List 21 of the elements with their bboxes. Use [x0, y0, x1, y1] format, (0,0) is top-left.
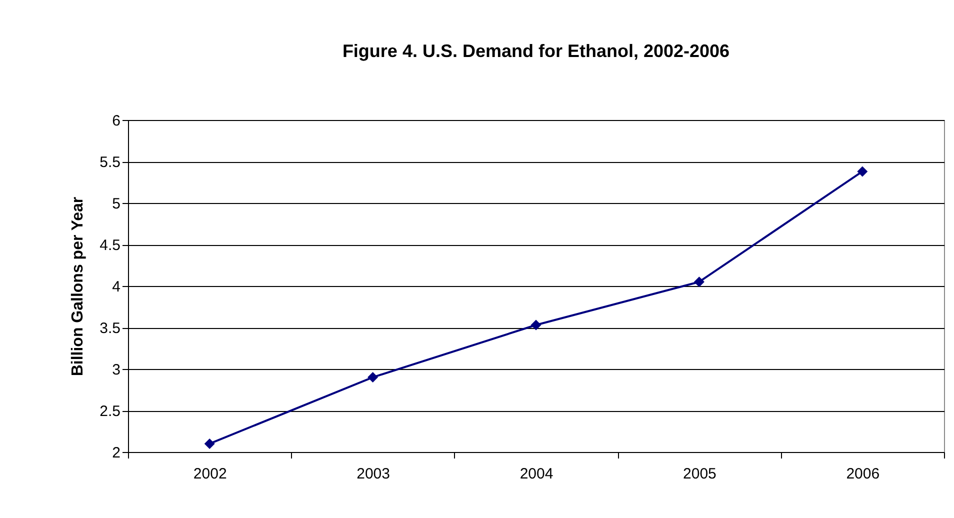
y-tick-label: 5	[112, 196, 120, 212]
x-tick-label: 2004	[520, 466, 554, 482]
y-tick-label: 3	[112, 362, 120, 378]
point	[204, 438, 215, 449]
y-tick-label: 5.5	[100, 154, 120, 171]
y-axis-title: Billion Gallons per Year	[70, 196, 87, 376]
point	[694, 276, 704, 288]
y-tick-label: 4	[112, 278, 120, 296]
y-tick-label: 3.5	[100, 320, 120, 337]
y-tick-label: 6	[112, 112, 120, 130]
point	[857, 166, 868, 177]
y-tick-label: 2.5	[100, 403, 120, 420]
y-tick-label: 4.5	[100, 237, 120, 254]
y-tick-label: 2	[112, 444, 120, 462]
x-tick-label: 2003	[356, 466, 390, 482]
x-tick-label: 2006	[846, 466, 880, 482]
chart-title: Figure 4. U.S. Demand for Ethanol, 2002-2006	[342, 41, 730, 61]
x-tick-label: 2002	[193, 466, 227, 482]
point	[368, 372, 378, 383]
x-tick-label: 2005	[683, 466, 716, 482]
point	[530, 320, 542, 330]
